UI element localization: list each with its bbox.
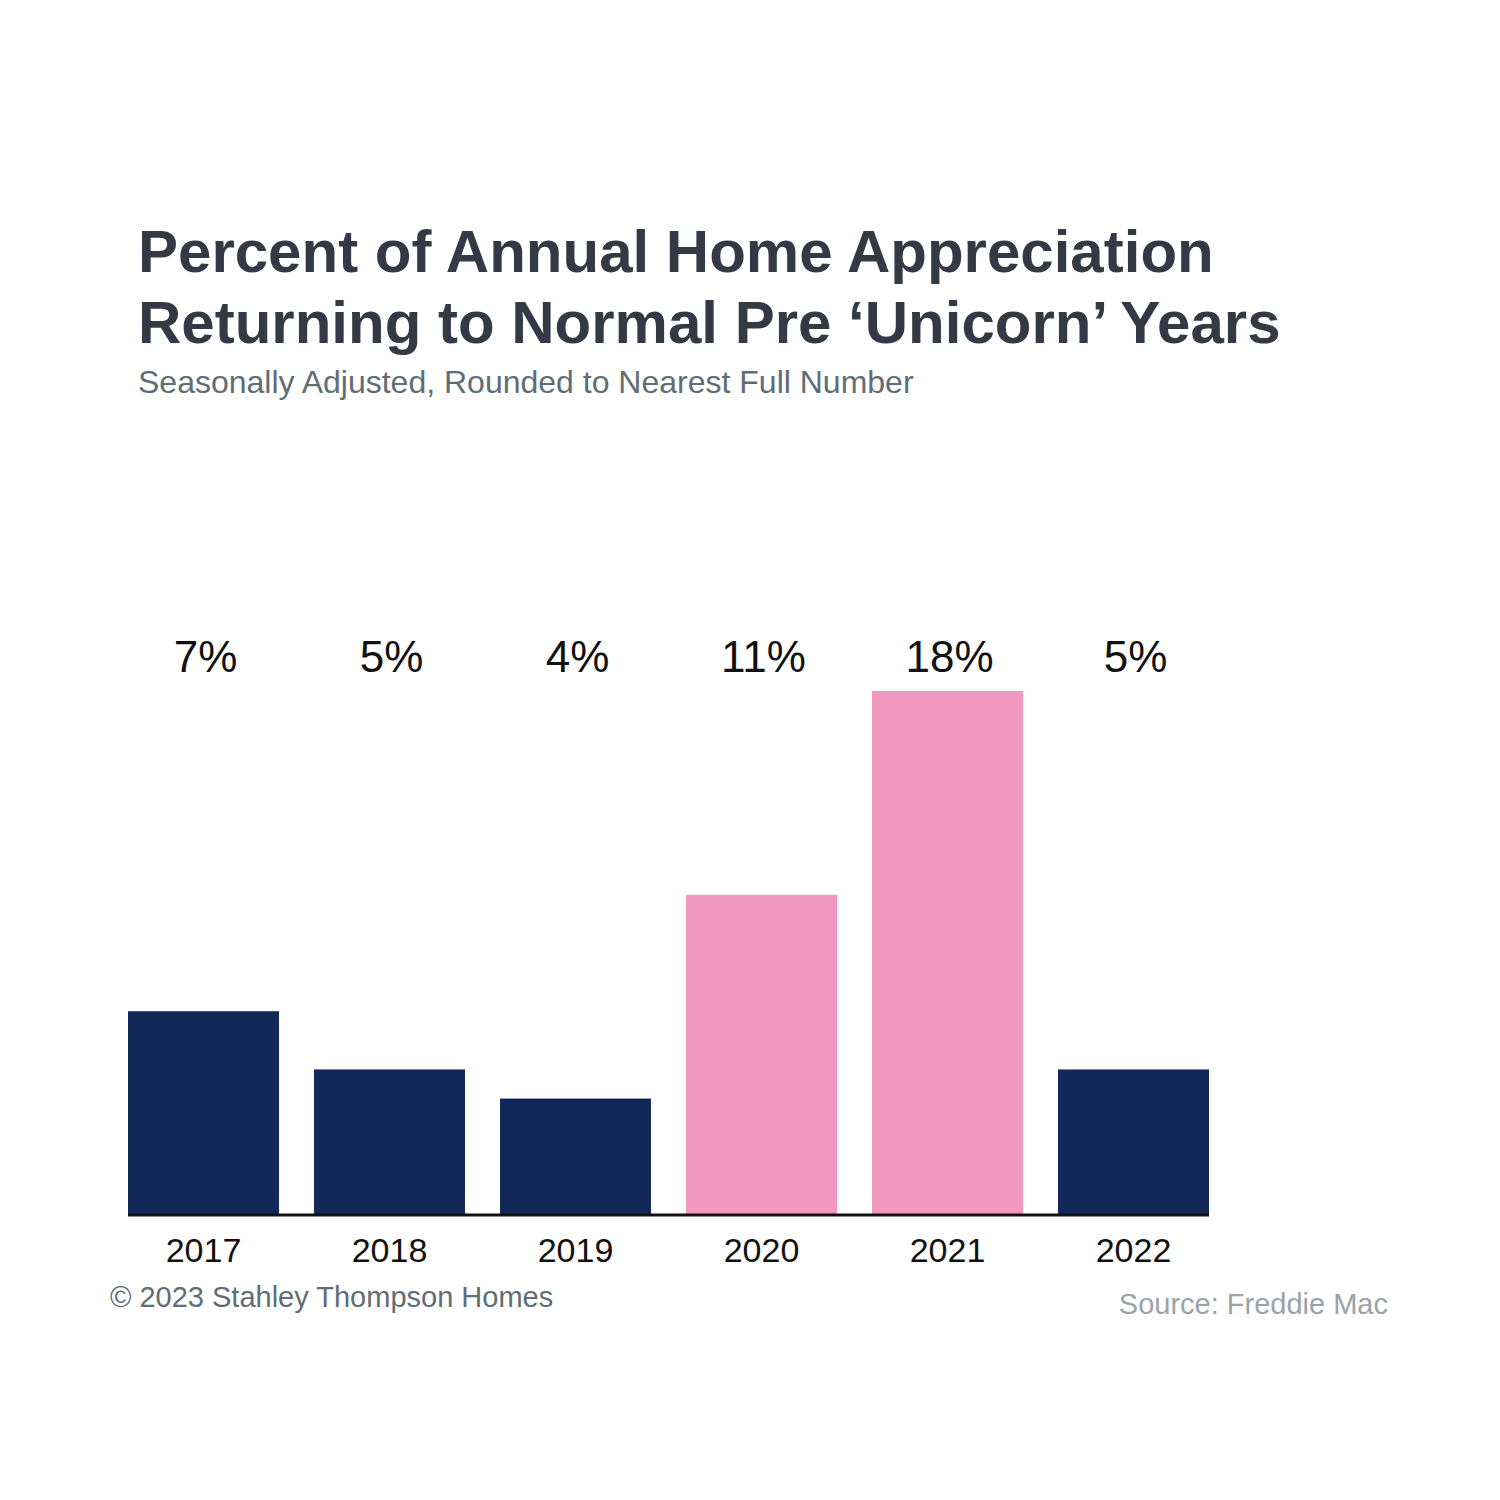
data-label: 11%: [721, 632, 806, 681]
x-tick-label: 2021: [910, 1231, 986, 1269]
bar: [686, 895, 837, 1215]
data-label: 7%: [174, 632, 238, 681]
subtitle: Seasonally Adjusted, Rounded to Nearest …: [138, 364, 914, 400]
copyright: © 2023 Stahley Thompson Homes: [110, 1281, 553, 1313]
background: [0, 0, 1500, 1500]
source: Source: Freddie Mac: [1119, 1288, 1388, 1320]
x-tick-label: 2020: [724, 1231, 800, 1269]
x-tick-label: 2018: [352, 1231, 428, 1269]
title: Percent of Annual Home Appreciation: [138, 218, 1214, 285]
x-tick-label: 2022: [1096, 1231, 1172, 1269]
x-axis-line: [128, 1214, 1209, 1217]
x-tick-label: 2017: [166, 1231, 242, 1269]
labels: 7% 5% 4% 11% 18% 5%: [174, 632, 1168, 681]
data-label: 5%: [360, 632, 424, 681]
data-label: 18%: [905, 632, 993, 681]
chart-root: Percent of Annual Home AppreciationRetur…: [0, 0, 1500, 1500]
bar: [1058, 1069, 1209, 1215]
bar: [500, 1099, 651, 1215]
bar: [872, 691, 1023, 1215]
bar: [128, 1011, 279, 1215]
title: Returning to Normal Pre ‘Unicorn’ Years: [138, 289, 1281, 356]
data-label: 5%: [1104, 632, 1168, 681]
bars: [128, 691, 1209, 1215]
data-label: 4%: [546, 632, 610, 681]
x-tick-label: 2019: [538, 1231, 614, 1269]
bar: [314, 1069, 465, 1215]
chart-svg: Percent of Annual Home AppreciationRetur…: [0, 0, 1500, 1500]
